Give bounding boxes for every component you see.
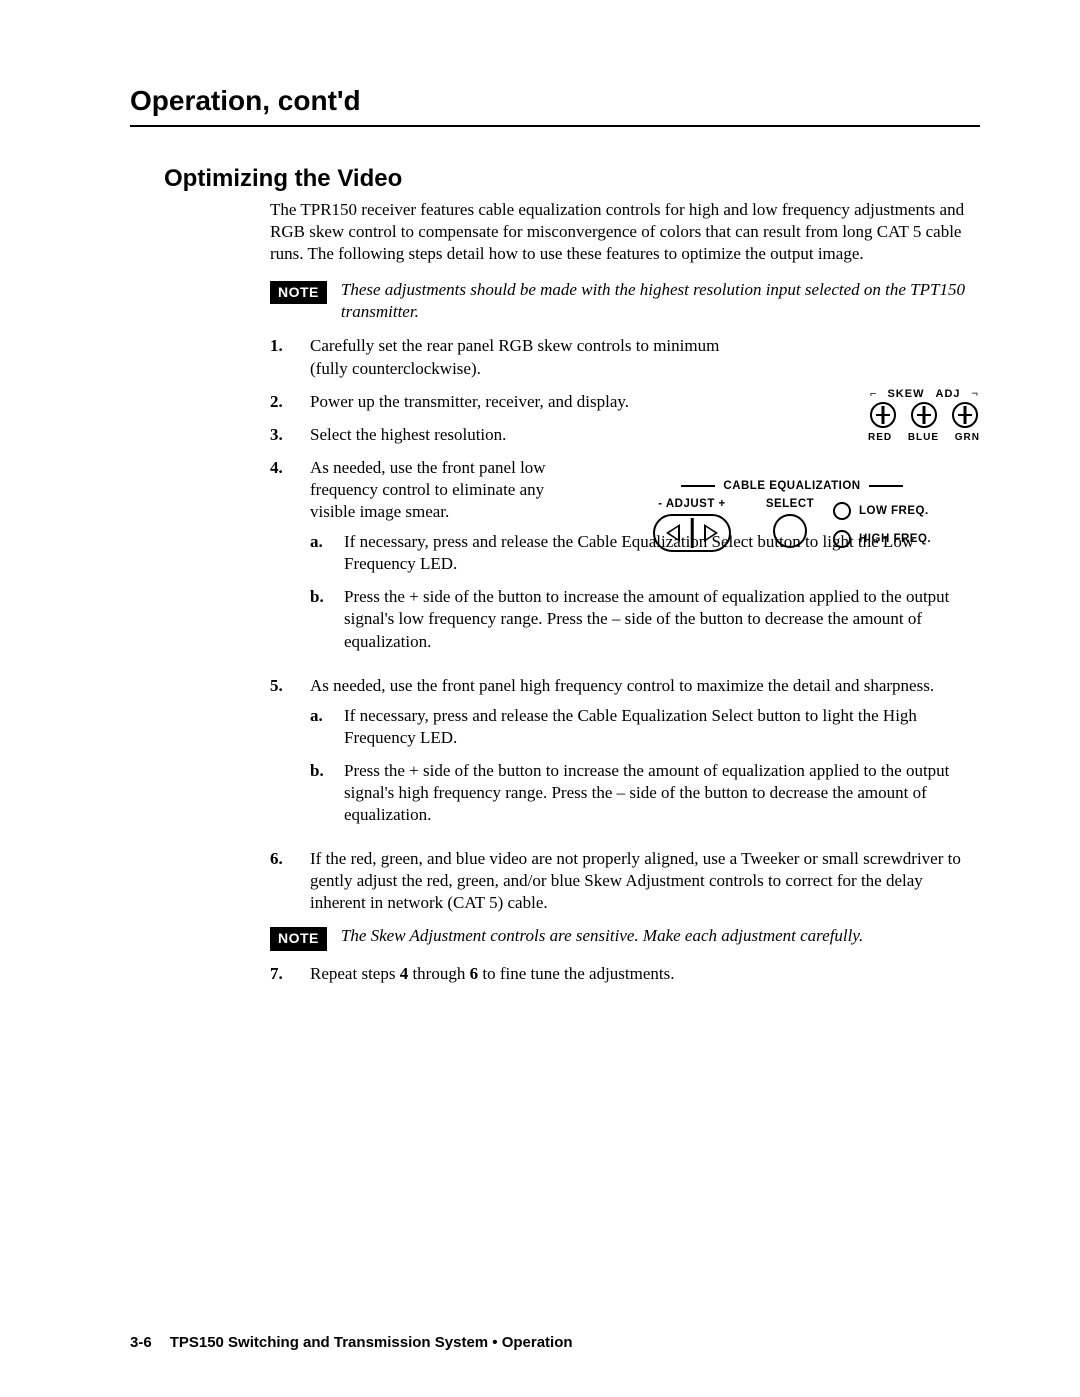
substep-text: Press the + side of the button to increa…: [344, 586, 980, 652]
blue-label: BLUE: [908, 432, 939, 443]
step-number: 6.: [270, 848, 310, 870]
step-number: 1.: [270, 335, 310, 357]
note-badge: NOTE: [270, 281, 327, 304]
adjust-column: - ADJUST +: [637, 498, 747, 552]
step-number: 3.: [270, 424, 310, 446]
substep-text: If necessary, press and release the Cabl…: [344, 705, 980, 749]
steps-list-continued: 7. Repeat steps 4 through 6 to fine tune…: [270, 963, 980, 985]
page-number: 3-6: [130, 1334, 152, 1351]
step-text: Carefully set the rear panel RGB skew co…: [310, 335, 740, 379]
step-text: If the red, green, and blue video are no…: [310, 848, 980, 914]
step-7: 7. Repeat steps 4 through 6 to fine tune…: [270, 963, 980, 985]
dial-row: [870, 402, 978, 428]
substeps: a. If necessary, press and release the C…: [310, 705, 980, 826]
step-body: As needed, use the front panel high freq…: [310, 675, 980, 838]
section-title: Optimizing the Video: [164, 165, 980, 193]
note-1: NOTE These adjustments should be made wi…: [270, 279, 980, 323]
body-column: The TPR150 receiver features cable equal…: [270, 199, 980, 985]
substep-b: b. Press the + side of the button to inc…: [310, 760, 980, 826]
line-icon: [681, 485, 715, 487]
high-freq-row: HIGH FREQ.: [833, 530, 943, 548]
step-6: 6. If the red, green, and blue video are…: [270, 848, 980, 914]
skew-labels: RED BLUE GRN: [868, 432, 980, 443]
page: Operation, cont'd Optimizing the Video T…: [0, 0, 1080, 1397]
bracket-icon: ⌐: [870, 388, 876, 400]
step-number: 2.: [270, 391, 310, 413]
b: 6: [470, 964, 479, 983]
substep-a: a. If necessary, press and release the C…: [310, 705, 980, 749]
grn-label: GRN: [955, 432, 980, 443]
note-badge: NOTE: [270, 927, 327, 950]
led-icon: [833, 530, 851, 548]
intro-paragraph: The TPR150 receiver features cable equal…: [270, 199, 980, 265]
t: through: [408, 964, 469, 983]
substep-b: b. Press the + side of the button to inc…: [310, 586, 980, 652]
adjust-label: - ADJUST +: [637, 498, 747, 510]
adj-label: ADJ: [936, 388, 961, 400]
step-number: 7.: [270, 963, 310, 985]
led-column: LOW FREQ. HIGH FREQ.: [833, 498, 943, 548]
select-label: SELECT: [747, 498, 833, 510]
t: to fine tune the adjustments.: [478, 964, 674, 983]
red-label: RED: [868, 432, 892, 443]
step-text: As needed, use the front panel high freq…: [310, 675, 980, 697]
skew-title: ⌐ SKEW ADJ ¬: [868, 388, 980, 400]
ceq-title: CABLE EQUALIZATION: [637, 480, 947, 492]
step-number: 5.: [270, 675, 310, 697]
step-1: 1. Carefully set the rear panel RGB skew…: [270, 335, 980, 379]
footer-text: TPS150 Switching and Transmission System…: [170, 1334, 573, 1351]
triangle-left-icon: [666, 524, 680, 542]
step-text: Repeat steps 4 through 6 to fine tune th…: [310, 963, 980, 985]
dial-icon: [870, 402, 896, 428]
dial-icon: [952, 402, 978, 428]
high-freq-label: HIGH FREQ.: [859, 533, 931, 545]
step-text: As needed, use the front panel low frequ…: [310, 457, 590, 523]
t: Repeat steps: [310, 964, 400, 983]
note-text: These adjustments should be made with th…: [341, 279, 980, 323]
skew-label: SKEW: [887, 388, 924, 400]
low-freq-row: LOW FREQ.: [833, 502, 943, 520]
substep-text: Press the + side of the button to increa…: [344, 760, 980, 826]
title-rule: [130, 125, 980, 127]
triangle-right-icon: [704, 524, 718, 542]
ceq-title-text: CABLE EQUALIZATION: [723, 480, 860, 492]
substep-letter: a.: [310, 705, 344, 727]
chapter-title: Operation, cont'd: [130, 85, 980, 117]
note-text: The Skew Adjustment controls are sensiti…: [341, 925, 980, 947]
substep-letter: b.: [310, 760, 344, 782]
ceq-controls: - ADJUST + SELECT LOW FREQ. HIGH FR: [637, 498, 947, 552]
skew-adj-diagram: ⌐ SKEW ADJ ¬ RED BLUE GRN: [868, 388, 980, 443]
rocker-button-icon: [653, 514, 731, 552]
note-2: NOTE The Skew Adjustment controls are se…: [270, 925, 980, 950]
select-button-icon: [773, 514, 807, 548]
page-footer: 3-6 TPS150 Switching and Transmission Sys…: [130, 1334, 573, 1351]
low-freq-label: LOW FREQ.: [859, 505, 929, 517]
step-5: 5. As needed, use the front panel high f…: [270, 675, 980, 838]
bracket-icon: ¬: [972, 388, 978, 400]
step-number: 4.: [270, 457, 310, 479]
cable-equalization-diagram: CABLE EQUALIZATION - ADJUST + SELECT LOW…: [637, 480, 947, 552]
dial-icon: [911, 402, 937, 428]
led-icon: [833, 502, 851, 520]
b: 4: [400, 964, 409, 983]
select-column: SELECT: [747, 498, 833, 548]
substep-letter: a.: [310, 531, 344, 553]
line-icon: [869, 485, 903, 487]
substep-letter: b.: [310, 586, 344, 608]
